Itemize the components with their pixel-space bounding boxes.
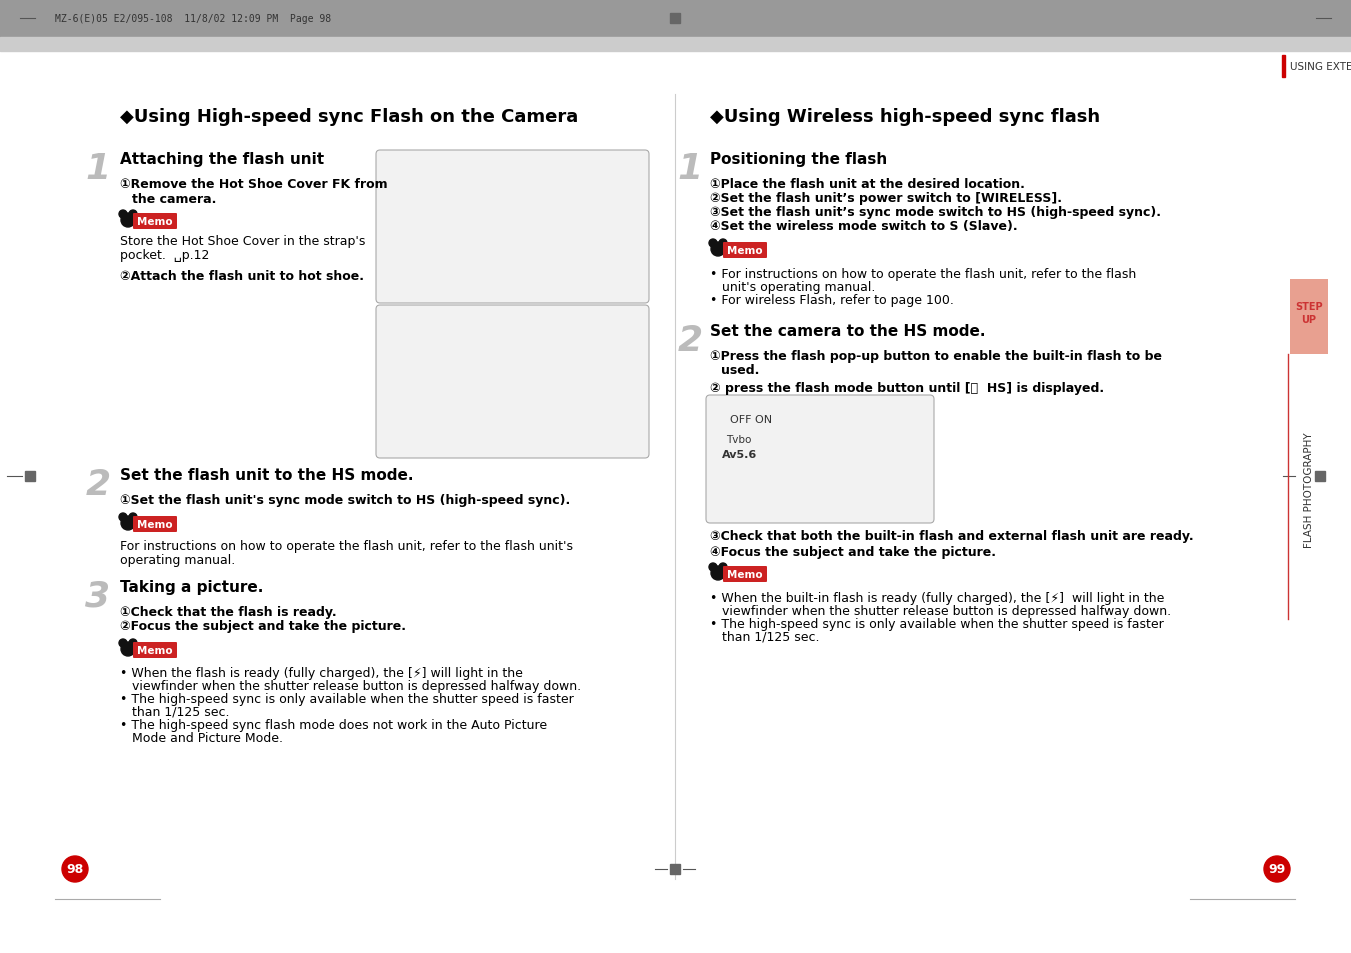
Text: 98: 98: [66, 862, 84, 876]
Text: operating manual.: operating manual.: [120, 554, 235, 566]
FancyBboxPatch shape: [707, 395, 934, 523]
Text: ③Set the flash unit’s sync mode switch to HS (high-speed sync).: ③Set the flash unit’s sync mode switch t…: [711, 206, 1161, 219]
Text: 1: 1: [85, 152, 111, 186]
Text: • For instructions on how to operate the flash unit, refer to the flash: • For instructions on how to operate the…: [711, 268, 1136, 281]
Text: ①Press the flash pop-up button to enable the built-in flash to be: ①Press the flash pop-up button to enable…: [711, 350, 1162, 363]
FancyBboxPatch shape: [1290, 280, 1328, 355]
Text: ①Place the flash unit at the desired location.: ①Place the flash unit at the desired loc…: [711, 178, 1025, 191]
Bar: [0, 38, 1351, 52]
Text: ②Attach the flash unit to hot shoe.: ②Attach the flash unit to hot shoe.: [120, 270, 363, 283]
Text: viewfinder when the shutter release button is depressed halfway down.: viewfinder when the shutter release butt…: [120, 679, 581, 692]
Circle shape: [122, 517, 135, 531]
Circle shape: [122, 213, 135, 228]
FancyBboxPatch shape: [132, 517, 177, 533]
Text: Set the flash unit to the HS mode.: Set the flash unit to the HS mode.: [120, 468, 413, 482]
Text: 3: 3: [85, 579, 111, 614]
Text: Mode and Picture Mode.: Mode and Picture Mode.: [120, 731, 282, 744]
Circle shape: [119, 211, 127, 219]
Circle shape: [119, 514, 127, 521]
Text: unit's operating manual.: unit's operating manual.: [711, 281, 875, 294]
FancyBboxPatch shape: [132, 642, 177, 659]
Text: ◆Using Wireless high-speed sync flash: ◆Using Wireless high-speed sync flash: [711, 108, 1100, 126]
Text: ①Remove the Hot Shoe Cover FK from: ①Remove the Hot Shoe Cover FK from: [120, 178, 388, 191]
Circle shape: [719, 240, 727, 248]
Text: than 1/125 sec.: than 1/125 sec.: [711, 630, 820, 643]
Text: ◆Using High-speed sync Flash on the Camera: ◆Using High-speed sync Flash on the Came…: [120, 108, 578, 126]
Circle shape: [119, 639, 127, 647]
Text: 1: 1: [677, 152, 703, 186]
Text: Tvbo: Tvbo: [725, 435, 751, 444]
Circle shape: [128, 211, 136, 219]
Text: Positioning the flash: Positioning the flash: [711, 152, 888, 167]
Text: Memo: Memo: [727, 569, 763, 579]
Text: Memo: Memo: [727, 246, 763, 255]
Circle shape: [62, 856, 88, 882]
Text: For instructions on how to operate the flash unit, refer to the flash unit's: For instructions on how to operate the f…: [120, 539, 573, 553]
Text: ② press the flash mode button until [Ⓟ  HS] is displayed.: ② press the flash mode button until [Ⓟ H…: [711, 381, 1104, 395]
Text: ④Set the wireless mode switch to S (Slave).: ④Set the wireless mode switch to S (Slav…: [711, 220, 1017, 233]
Text: • When the built-in flash is ready (fully charged), the [⚡]  will light in the: • When the built-in flash is ready (full…: [711, 592, 1165, 604]
Text: OFF ON: OFF ON: [730, 415, 773, 424]
FancyBboxPatch shape: [376, 306, 648, 458]
Text: USING EXTERNAL FLASH: USING EXTERNAL FLASH: [1290, 62, 1351, 71]
Text: used.: used.: [721, 364, 759, 376]
Text: Store the Hot Shoe Cover in the strap's: Store the Hot Shoe Cover in the strap's: [120, 234, 365, 248]
Text: ①Set the flash unit's sync mode switch to HS (high-speed sync).: ①Set the flash unit's sync mode switch t…: [120, 494, 570, 506]
Text: viewfinder when the shutter release button is depressed halfway down.: viewfinder when the shutter release butt…: [711, 604, 1171, 618]
FancyBboxPatch shape: [376, 151, 648, 304]
FancyBboxPatch shape: [723, 566, 767, 582]
Text: FLASH PHOTOGRAPHY: FLASH PHOTOGRAPHY: [1304, 432, 1315, 547]
Circle shape: [709, 240, 717, 248]
Text: Memo: Memo: [138, 645, 173, 656]
Text: ②Focus the subject and take the picture.: ②Focus the subject and take the picture.: [120, 619, 407, 633]
FancyBboxPatch shape: [723, 243, 767, 258]
Bar: [1282, 56, 1285, 78]
Circle shape: [711, 566, 725, 580]
Text: • The high-speed sync is only available when the shutter speed is faster: • The high-speed sync is only available …: [711, 618, 1163, 630]
Circle shape: [711, 243, 725, 256]
FancyBboxPatch shape: [132, 213, 177, 230]
Circle shape: [709, 563, 717, 572]
Circle shape: [719, 563, 727, 572]
Text: • The high-speed sync flash mode does not work in the Auto Picture: • The high-speed sync flash mode does no…: [120, 719, 547, 731]
Text: Taking a picture.: Taking a picture.: [120, 579, 263, 595]
Text: the camera.: the camera.: [132, 193, 216, 206]
Circle shape: [128, 514, 136, 521]
Text: Memo: Memo: [138, 519, 173, 530]
Text: UP: UP: [1301, 314, 1316, 325]
Text: ①Check that the flash is ready.: ①Check that the flash is ready.: [120, 605, 336, 618]
Bar: [0, 0, 1351, 38]
Text: 99: 99: [1269, 862, 1286, 876]
Text: 2: 2: [85, 468, 111, 501]
Text: • When the flash is ready (fully charged), the [⚡] will light in the: • When the flash is ready (fully charged…: [120, 666, 523, 679]
Circle shape: [128, 639, 136, 647]
Text: ③Check that both the built-in flash and external flash unit are ready.: ③Check that both the built-in flash and …: [711, 530, 1194, 542]
Text: than 1/125 sec.: than 1/125 sec.: [120, 705, 230, 719]
Text: 2: 2: [677, 324, 703, 357]
Text: STEP: STEP: [1296, 302, 1323, 312]
Text: pocket.  ␣p.12: pocket. ␣p.12: [120, 249, 209, 262]
Text: Memo: Memo: [138, 216, 173, 227]
Text: • The high-speed sync is only available when the shutter speed is faster: • The high-speed sync is only available …: [120, 692, 574, 705]
Text: Av5.6: Av5.6: [721, 450, 758, 459]
Text: Set the camera to the HS mode.: Set the camera to the HS mode.: [711, 324, 985, 338]
Text: Attaching the flash unit: Attaching the flash unit: [120, 152, 324, 167]
Text: • For wireless Flash, refer to page 100.: • For wireless Flash, refer to page 100.: [711, 294, 954, 307]
Circle shape: [122, 642, 135, 657]
Text: ④Focus the subject and take the picture.: ④Focus the subject and take the picture.: [711, 545, 996, 558]
Text: MZ-6(E)05 E2/095-108  11/8/02 12:09 PM  Page 98: MZ-6(E)05 E2/095-108 11/8/02 12:09 PM Pa…: [55, 14, 331, 24]
Circle shape: [1265, 856, 1290, 882]
Text: ②Set the flash unit’s power switch to [WIRELESS].: ②Set the flash unit’s power switch to [W…: [711, 192, 1062, 205]
